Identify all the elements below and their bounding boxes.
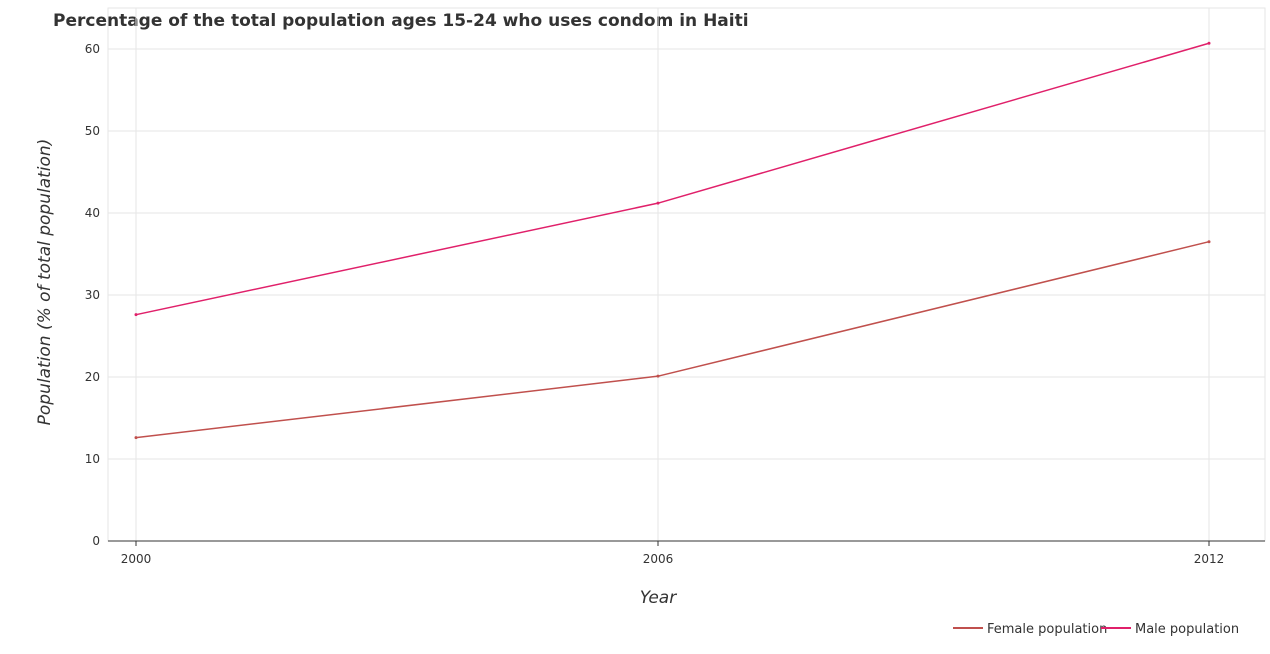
y-tick-label: 0	[92, 534, 100, 548]
y-tick-label: 20	[85, 370, 100, 384]
legend-label-female: Female population	[987, 622, 1107, 637]
x-tick-label: 2012	[1194, 552, 1225, 566]
y-tick-label: 30	[85, 288, 100, 302]
legend-label-male: Male population	[1135, 622, 1239, 637]
legend: Female population Male population	[953, 622, 1239, 637]
series-lines	[134, 41, 1211, 440]
y-tick-labels: 0 10 20 30 40 50 60	[85, 42, 100, 548]
series-line-male	[135, 42, 1210, 316]
data-point	[656, 201, 660, 205]
x-tick-label: 2006	[643, 552, 674, 566]
data-point	[1207, 240, 1211, 244]
data-point	[134, 313, 138, 317]
data-point	[656, 374, 660, 378]
chart-title: Percentage of the total population ages …	[53, 11, 749, 31]
series-line-female	[135, 240, 1210, 439]
plot-area	[107, 7, 1266, 542]
y-tick-label: 50	[85, 124, 100, 138]
x-tick-labels: 2000 2006 2012	[121, 541, 1225, 566]
data-point	[1207, 41, 1211, 45]
grid	[107, 7, 1266, 542]
y-axis-label: Population (% of total population)	[35, 139, 55, 426]
y-tick-label: 40	[85, 206, 100, 220]
y-tick-label: 10	[85, 452, 100, 466]
y-tick-label: 60	[85, 42, 100, 56]
x-tick-label: 2000	[121, 552, 152, 566]
x-axis-label: Year	[640, 588, 677, 608]
data-point	[134, 436, 138, 440]
